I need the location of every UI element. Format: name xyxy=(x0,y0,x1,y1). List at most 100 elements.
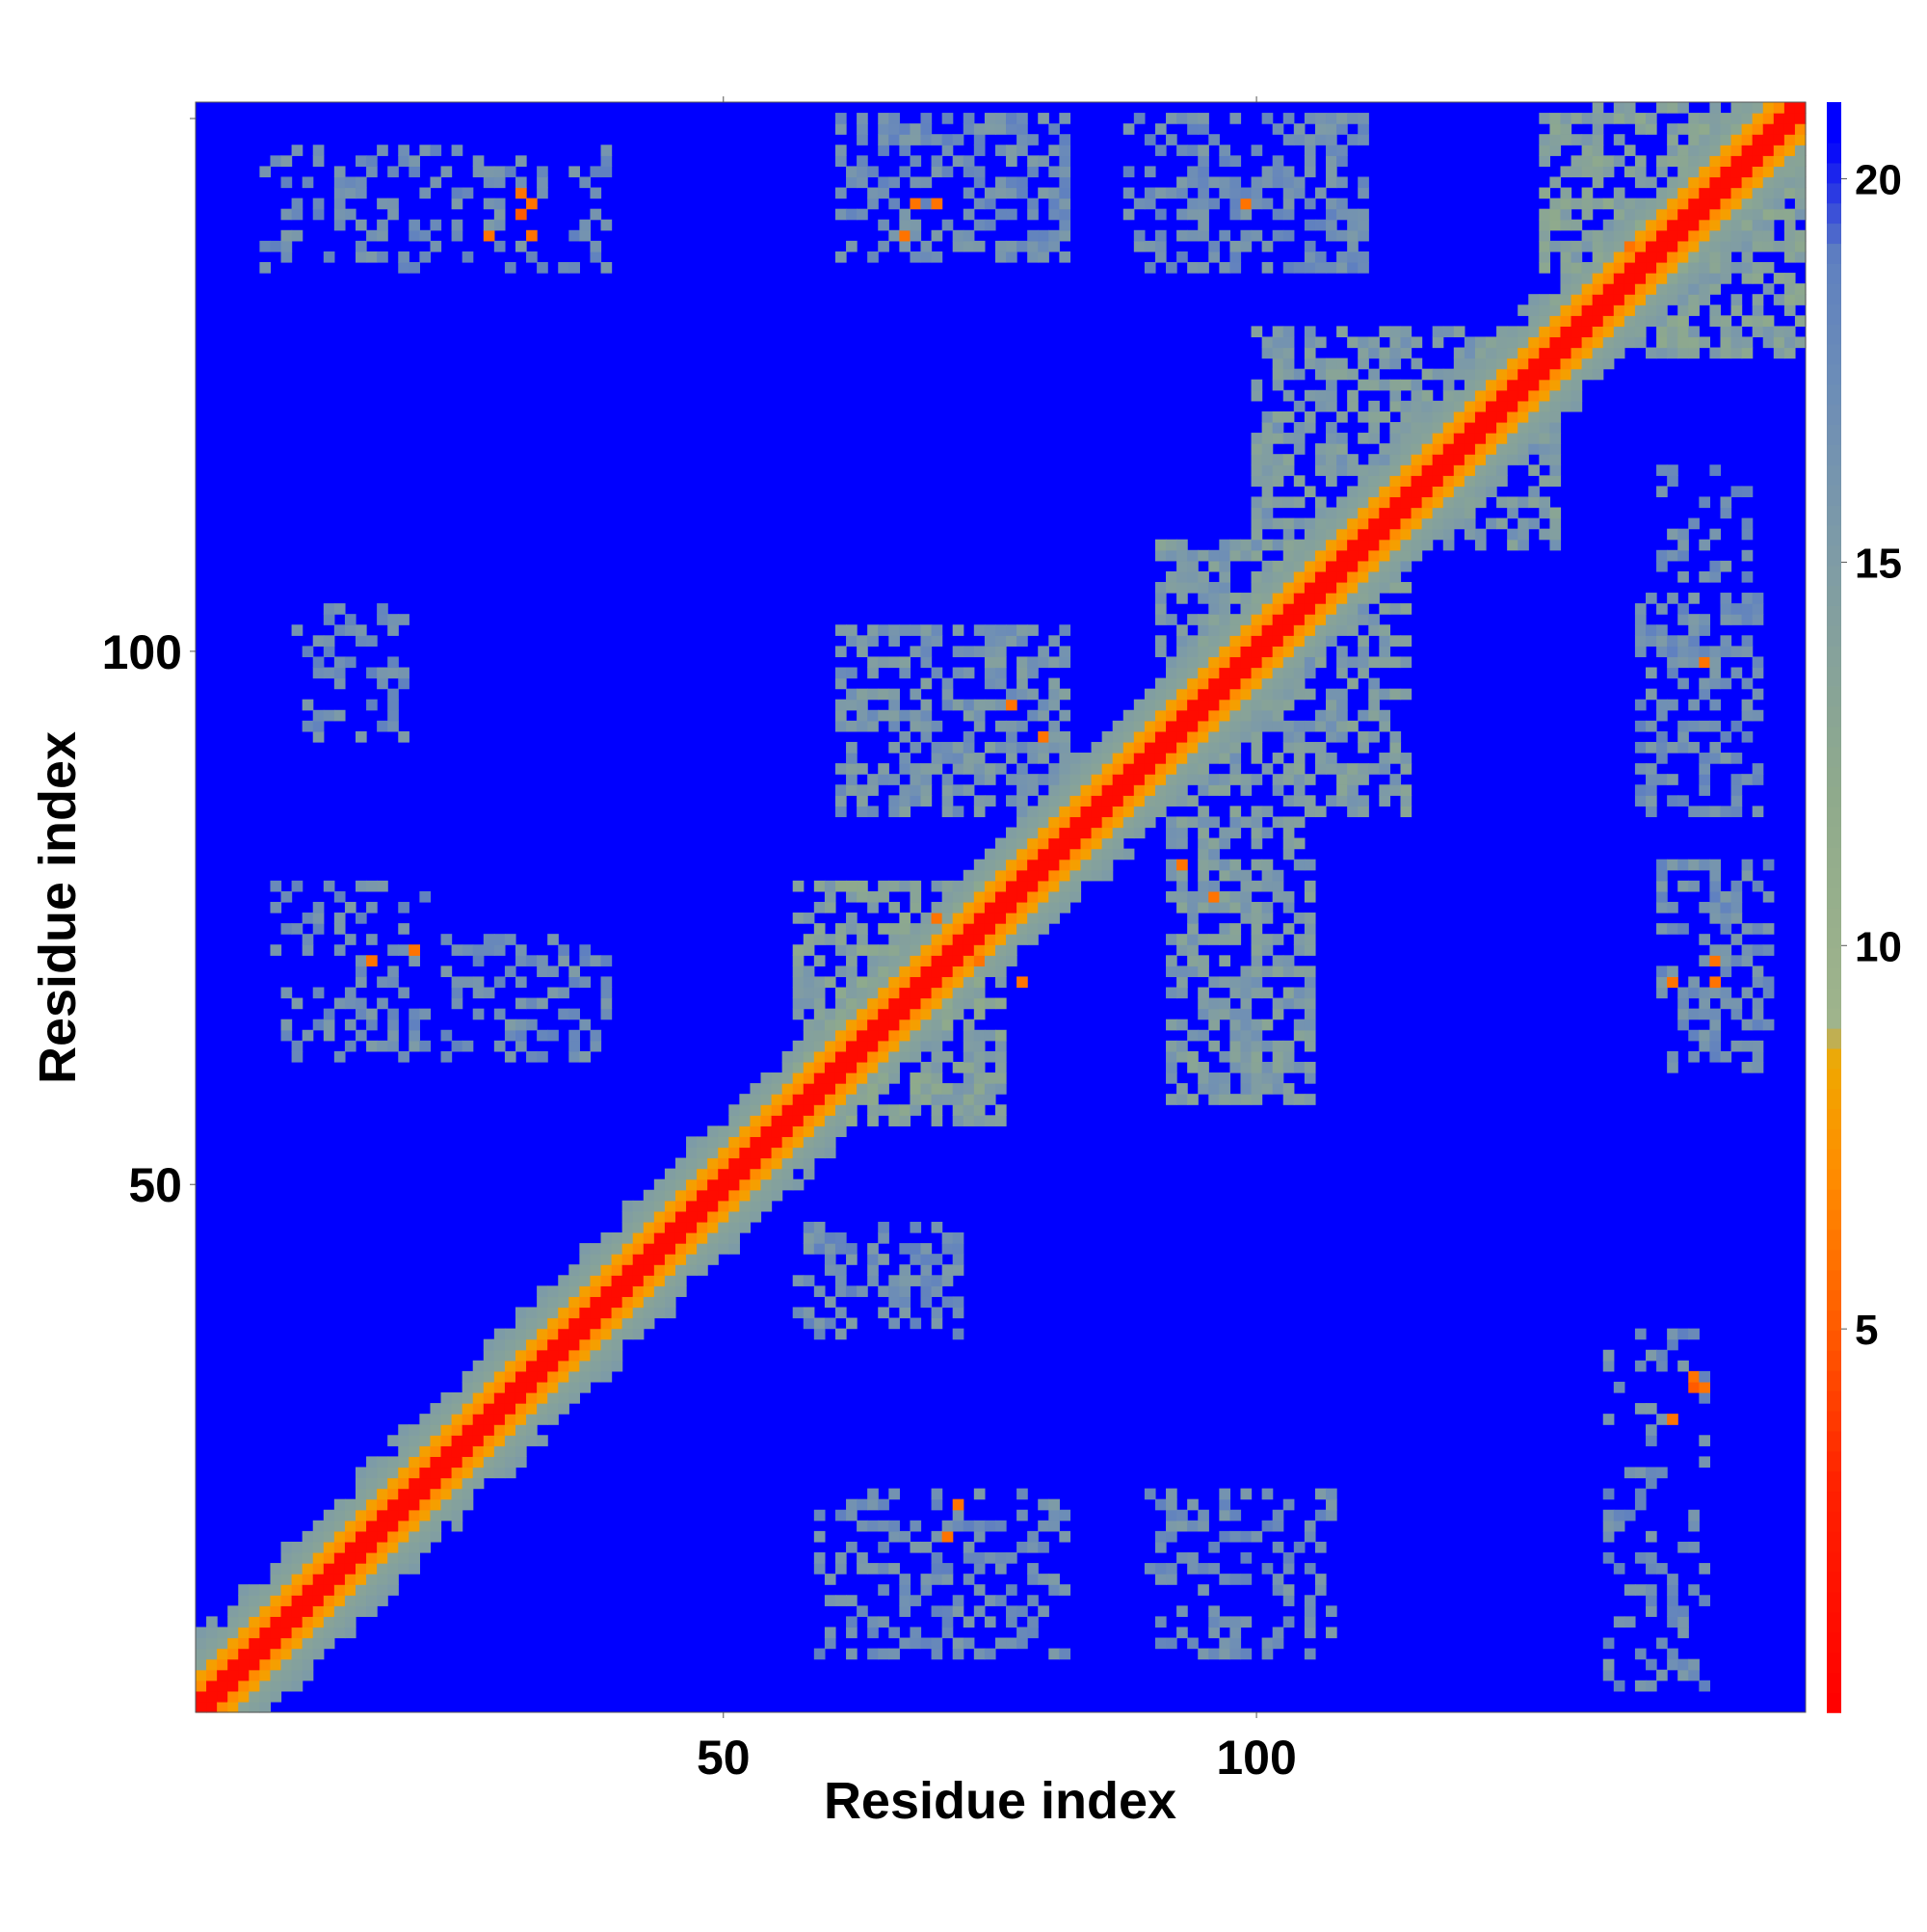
heatmap-cell xyxy=(1091,848,1103,860)
heatmap-cell xyxy=(824,880,836,892)
heatmap-cell xyxy=(1752,997,1764,1010)
heatmap-cell xyxy=(792,997,805,1010)
heatmap-cell xyxy=(1122,753,1135,764)
heatmap-cell xyxy=(1379,443,1391,455)
heatmap-cell xyxy=(1752,208,1764,221)
colorbar-segment xyxy=(1827,1047,1841,1070)
heatmap-cell xyxy=(973,1029,986,1042)
heatmap-cell xyxy=(1133,699,1146,711)
heatmap-cell xyxy=(1251,1094,1263,1105)
heatmap-cell xyxy=(653,1296,666,1309)
heatmap-cell xyxy=(1720,273,1732,284)
heatmap-cell xyxy=(440,1488,453,1500)
heatmap-cell xyxy=(1720,944,1732,956)
heatmap-cell xyxy=(472,955,485,966)
heatmap-cell xyxy=(537,1349,548,1362)
heatmap-cell xyxy=(1208,1040,1220,1052)
heatmap-cell xyxy=(398,261,409,274)
heatmap-cell xyxy=(1176,1019,1188,1031)
heatmap-cell xyxy=(920,1296,933,1309)
heatmap-cell xyxy=(462,1392,474,1404)
heatmap-cell xyxy=(600,166,613,178)
heatmap-cell xyxy=(813,901,826,913)
heatmap-cell xyxy=(899,145,911,156)
heatmap-cell xyxy=(1549,145,1562,156)
heatmap-cell xyxy=(547,1360,559,1372)
heatmap-cell xyxy=(1730,795,1743,807)
heatmap-cell xyxy=(1133,816,1146,829)
heatmap-cell xyxy=(781,1168,794,1180)
heatmap-cell xyxy=(1389,454,1402,465)
heatmap-cell xyxy=(302,1616,314,1628)
colorbar-tick-label: 20 xyxy=(1855,157,1902,204)
heatmap-cell xyxy=(451,1445,463,1458)
heatmap-cell xyxy=(1112,795,1124,807)
heatmap-cell xyxy=(249,1616,260,1628)
heatmap-cell xyxy=(1623,1467,1636,1479)
heatmap-cell xyxy=(568,1338,580,1351)
heatmap-cell xyxy=(1400,410,1412,423)
heatmap-cell xyxy=(941,1627,954,1639)
heatmap-cell xyxy=(728,1189,740,1202)
heatmap-cell xyxy=(1474,336,1487,349)
heatmap-cell xyxy=(1176,730,1188,743)
heatmap-cell xyxy=(1783,208,1796,221)
heatmap-cell xyxy=(899,997,911,1010)
heatmap-cell xyxy=(1699,987,1711,999)
heatmap-cell xyxy=(824,976,836,989)
heatmap-cell xyxy=(1442,486,1455,498)
heatmap-cell xyxy=(1581,155,1594,167)
heatmap-cell xyxy=(857,709,868,722)
heatmap-cell xyxy=(302,1029,314,1042)
heatmap-cell xyxy=(238,1669,250,1681)
heatmap-cell xyxy=(568,1307,580,1319)
heatmap-cell xyxy=(430,1467,442,1479)
heatmap-cell xyxy=(1272,368,1284,381)
heatmap-cell xyxy=(1133,806,1146,818)
heatmap-cell xyxy=(984,1094,996,1105)
colorbar-segment xyxy=(1827,927,1841,949)
heatmap-cell xyxy=(558,1360,569,1372)
heatmap-cell xyxy=(1326,454,1337,465)
heatmap-cell xyxy=(1133,827,1146,839)
heatmap-cell xyxy=(462,1424,474,1436)
heatmap-cell xyxy=(952,1520,964,1532)
heatmap-cell xyxy=(344,1574,356,1585)
heatmap-cell xyxy=(963,944,975,956)
heatmap-cell xyxy=(419,1424,432,1436)
heatmap-cell xyxy=(302,913,314,924)
heatmap-cell xyxy=(1699,219,1711,231)
heatmap-cell xyxy=(1602,113,1615,124)
heatmap-cell xyxy=(1709,890,1722,903)
heatmap-cell xyxy=(302,1627,314,1639)
heatmap-cell xyxy=(1326,443,1337,455)
heatmap-cell xyxy=(312,1595,325,1606)
heatmap-cell xyxy=(1623,229,1636,242)
heatmap-cell xyxy=(1571,379,1583,391)
heatmap-cell xyxy=(1368,400,1380,412)
heatmap-cell xyxy=(1069,774,1082,785)
heatmap-cell xyxy=(302,1648,314,1660)
heatmap-cell xyxy=(196,1648,207,1660)
heatmap-cell xyxy=(196,1627,207,1639)
heatmap-cell xyxy=(1016,720,1028,732)
heatmap-cell xyxy=(1646,1563,1657,1575)
heatmap-cell xyxy=(558,1307,569,1319)
heatmap-cell xyxy=(1282,357,1295,370)
heatmap-cell xyxy=(1048,827,1060,839)
heatmap-cell xyxy=(1208,688,1220,701)
heatmap-cell xyxy=(409,944,420,956)
heatmap-cell xyxy=(941,966,954,978)
heatmap-cell xyxy=(1762,145,1775,156)
heatmap-cell xyxy=(1400,795,1412,807)
heatmap-cell xyxy=(899,1530,911,1543)
heatmap-cell xyxy=(280,923,293,935)
heatmap-cell xyxy=(387,166,399,178)
heatmap-cell xyxy=(846,763,858,775)
heatmap-cell xyxy=(952,976,964,989)
heatmap-cell xyxy=(323,1584,335,1596)
heatmap-cell xyxy=(1326,560,1337,572)
heatmap-cell xyxy=(1251,507,1263,519)
heatmap-cell xyxy=(259,166,272,178)
heatmap-cell xyxy=(1176,624,1188,636)
